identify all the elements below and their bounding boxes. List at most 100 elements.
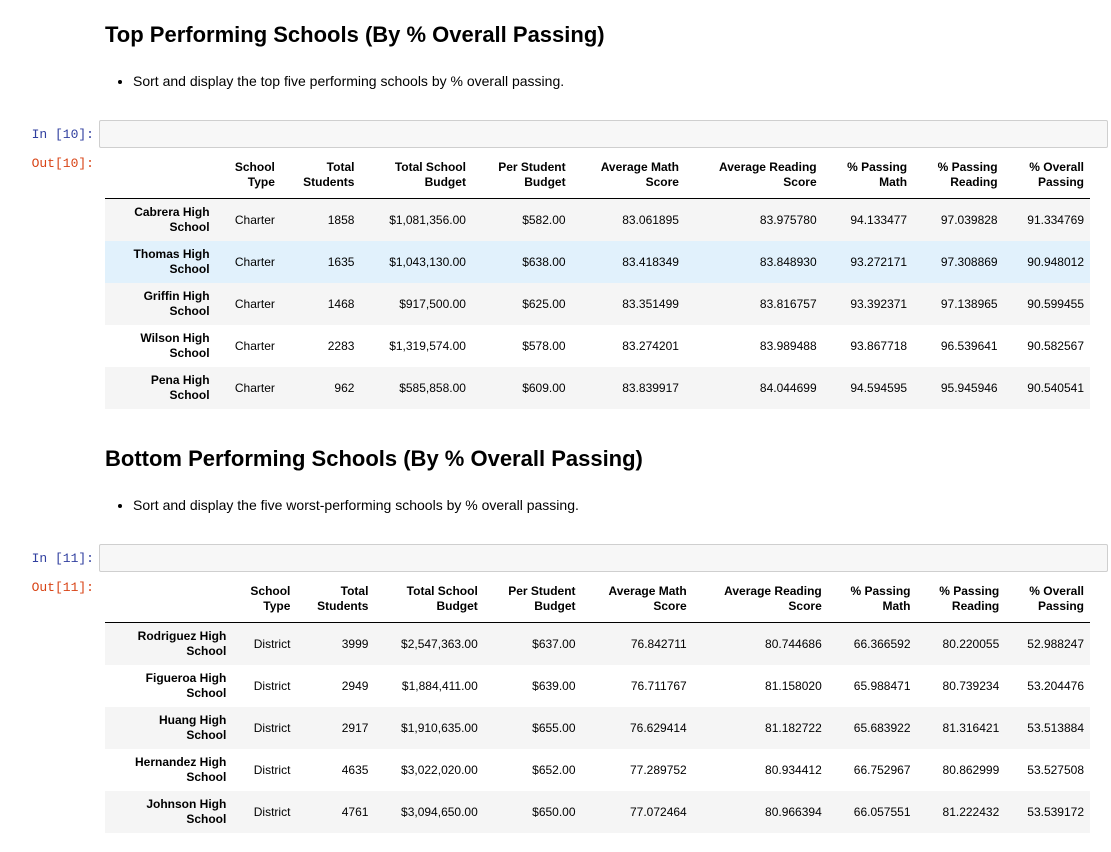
text-line: Reading [950,175,998,189]
text-line: School [186,643,227,658]
table-cell: $3,022,020.00 [401,762,478,777]
column-header: Per Student Budget [483,576,582,623]
markdown-cell-top: Top Performing Schools (By % Overall Pas… [105,22,605,90]
table-cell: 65.683922 [853,720,911,735]
column-header: School Type [232,576,297,623]
text-line: Total School [406,584,478,598]
table-cell: 95.945946 [940,380,998,395]
bullet-list-top: Sort and display the top five performing… [105,72,605,90]
row-school-name: Huang High School [105,707,232,749]
table-row: Pena High School Charter 962 $585,858.00 $609… [105,366,1090,409]
out-prompt-10: Out[10]: [31,156,94,171]
table-cell: 4635 [341,762,369,777]
text-line: Rodriguez High [137,628,227,643]
code-cell-10[interactable] [99,120,1108,148]
in-prompt-11: In [11]: [31,551,94,566]
text-line: Students [303,175,355,189]
column-header: % Overall Passing [1005,576,1090,623]
table-cell: 2917 [341,720,369,735]
text-line: Cabrera High [134,204,210,219]
markdown-cell-bottom: Bottom Performing Schools (By % Overall … [105,446,643,514]
table-cell: Charter [234,212,275,227]
table-cell: Charter [234,254,275,269]
text-line: Average Reading [724,584,822,598]
table-row: Figueroa High School District 2949 $1,884,41… [105,665,1090,707]
table-cell: 66.366592 [853,636,911,651]
text-line: Math [882,599,911,613]
table-row: Johnson High School District 4761 $3,094,650… [105,790,1090,833]
table-row: Griffin High School Charter 1468 $917,500.00… [105,282,1090,325]
text-line: School [186,811,227,826]
table-cell: $637.00 [532,636,576,651]
table-cell: $650.00 [532,804,576,819]
text-line: Figueroa High [145,670,227,685]
table-cell: 53.539172 [1027,804,1084,819]
text-line: % Passing [850,584,911,598]
column-header: Total Students [280,152,361,199]
table-cell: District [253,678,291,693]
row-school-name: Griffin High School [105,283,216,325]
table-cell: 80.862999 [942,762,1000,777]
text-line: Per Student [498,160,566,174]
table-cell: 80.739234 [942,678,1000,693]
table-row: Wilson High School Charter 2283 $1,319,574.0… [105,325,1090,367]
text-line: Budget [534,599,576,613]
table-cell: 77.072464 [629,804,687,819]
row-school-name: Thomas High School [105,241,216,283]
table-cell: 1635 [327,254,355,269]
row-school-name: Cabrera High School [105,199,216,241]
column-header: % Passing Reading [916,576,1006,623]
text-line: Per Student [508,584,576,598]
table-cell: 83.975780 [759,212,817,227]
column-header: Total Students [296,576,375,623]
table-cell: $1,884,411.00 [401,678,478,693]
text-line: Pena High [150,372,210,387]
text-line: Total [340,584,369,598]
table-cell: $582.00 [522,212,566,227]
text-line: Passing [1037,599,1084,613]
column-header: % Overall Passing [1003,152,1090,199]
table-cell: $609.00 [522,380,566,395]
table-cell: 83.061895 [622,212,679,227]
bullet-list-bottom: Sort and display the five worst-performi… [105,496,643,514]
top-schools-table: School Type Total Students Total School Budge… [105,152,1090,409]
table-cell: 76.629414 [629,720,687,735]
table-cell: 962 [334,380,355,395]
column-header: % Passing Math [822,152,914,199]
in-prompt-10: In [10]: [31,127,94,142]
section-title-bottom: Bottom Performing Schools (By % Overall … [105,446,643,471]
table-cell: 81.222432 [942,804,1000,819]
code-cell-11[interactable] [99,544,1108,572]
column-header: Per Student Budget [471,152,572,199]
section-title-top: Top Performing Schools (By % Overall Pas… [105,22,605,47]
table-cell: 52.988247 [1027,636,1084,651]
table-cell: 94.594595 [850,380,908,395]
table-cell: 77.289752 [629,762,687,777]
row-school-name: Rodriguez High School [105,623,232,665]
text-line: School [169,387,210,402]
table-cell: 90.599455 [1027,296,1084,311]
table-row: Hernandez High School District 4635 $3,022,0… [105,749,1090,791]
text-line: Hernandez High [134,754,227,769]
table-cell: 94.133477 [850,212,908,227]
table-cell: 53.204476 [1027,678,1084,693]
column-header: % Passing Reading [913,152,1004,199]
bullet-item-top: Sort and display the top five performing… [133,72,605,90]
text-line: Score [653,599,687,613]
text-line: Type [247,175,275,189]
table-cell: $578.00 [522,338,566,353]
table-cell: $1,910,635.00 [401,720,478,735]
text-line: Huang High [159,712,227,727]
table-cell: 83.274201 [622,338,679,353]
table-cell: 97.138965 [940,296,998,311]
table-cell: $639.00 [532,678,576,693]
table-cell: 1858 [327,212,355,227]
header-index [105,152,216,199]
table-cell: 90.582567 [1027,338,1084,353]
table-cell: 83.418349 [622,254,679,269]
text-line: Type [263,599,291,613]
text-line: Score [788,599,822,613]
text-line: Wilson High [140,330,210,345]
table-cell: 93.272171 [850,254,908,269]
text-line: Budget [424,175,466,189]
